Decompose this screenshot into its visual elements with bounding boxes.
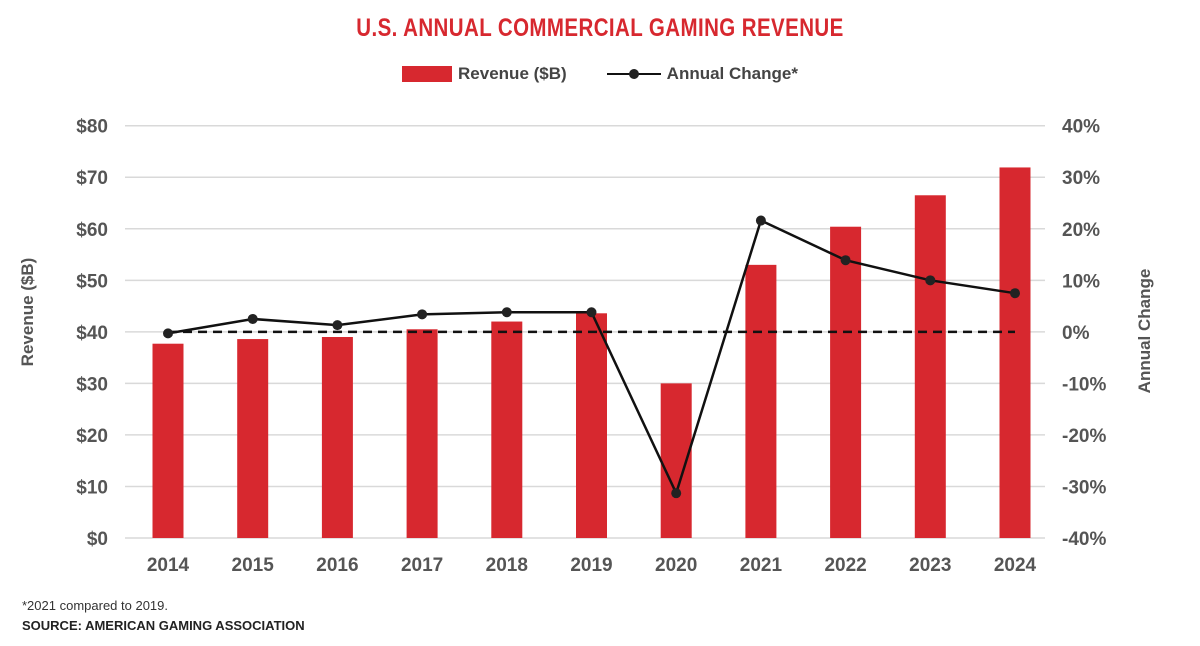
x-tick-label: 2019 bbox=[570, 555, 612, 576]
legend: Revenue ($B) Annual Change* bbox=[0, 64, 1200, 84]
y-right-tick-label: 10% bbox=[1062, 271, 1100, 292]
y-right-tick-label: 0% bbox=[1062, 323, 1090, 344]
x-tick-label: 2017 bbox=[401, 555, 443, 576]
bar-2019 bbox=[576, 313, 607, 538]
x-tick-label: 2021 bbox=[740, 555, 783, 576]
bar-2015 bbox=[237, 339, 269, 538]
x-tick-label: 2022 bbox=[824, 555, 866, 576]
footnote: *2021 compared to 2019. bbox=[22, 598, 168, 613]
y-tick-label: $50 bbox=[76, 271, 108, 292]
legend-swatch-bar bbox=[402, 66, 453, 82]
y-tick-label: $40 bbox=[76, 323, 108, 344]
y-right-tick-label: 30% bbox=[1062, 168, 1100, 189]
change-point-2015 bbox=[247, 313, 258, 324]
bar-2024 bbox=[999, 167, 1031, 538]
bar-2018 bbox=[491, 321, 523, 538]
change-point-2016 bbox=[332, 320, 343, 331]
y-right-tick-label: 20% bbox=[1062, 220, 1100, 241]
source: SOURCE: AMERICAN GAMING ASSOCIATION bbox=[22, 618, 305, 633]
y-tick-label: $20 bbox=[76, 426, 108, 447]
legend-item-revenue: Revenue ($B) bbox=[402, 64, 567, 84]
y-tick-label: $30 bbox=[76, 374, 108, 395]
change-point-2023 bbox=[925, 275, 936, 286]
y-right-axis-title: Annual Change bbox=[1135, 269, 1154, 394]
y-tick-label: $0 bbox=[87, 529, 108, 550]
x-tick-label: 2020 bbox=[655, 555, 697, 576]
x-tick-label: 2024 bbox=[994, 555, 1037, 576]
x-tick-label: 2018 bbox=[486, 555, 528, 576]
y-tick-label: $70 bbox=[76, 168, 108, 189]
y-axis-title: Revenue ($B) bbox=[18, 258, 37, 367]
y-right-tick-label: -40% bbox=[1062, 529, 1106, 550]
bar-2014 bbox=[152, 343, 184, 538]
bar-2023 bbox=[914, 195, 946, 538]
x-tick-label: 2014 bbox=[147, 555, 190, 576]
chart-title: U.S. ANNUAL COMMERCIAL GAMING REVENUE bbox=[356, 14, 844, 42]
y-tick-label: $60 bbox=[76, 220, 108, 241]
legend-item-change: Annual Change* bbox=[606, 64, 798, 84]
bar-2022 bbox=[830, 226, 862, 538]
legend-swatch-line bbox=[606, 69, 661, 79]
legend-label-change: Annual Change* bbox=[666, 64, 798, 83]
change-point-2019 bbox=[586, 307, 597, 318]
y-right-tick-label: -20% bbox=[1062, 426, 1106, 447]
x-tick-label: 2015 bbox=[232, 555, 275, 576]
change-point-2021 bbox=[755, 215, 766, 226]
bar-2021 bbox=[745, 264, 777, 538]
bar-2017 bbox=[406, 329, 438, 538]
y-right-tick-label: -10% bbox=[1062, 374, 1106, 395]
x-tick-label: 2023 bbox=[909, 555, 951, 576]
change-point-2017 bbox=[417, 309, 428, 320]
change-point-2020 bbox=[671, 488, 682, 499]
bar-2016 bbox=[321, 337, 353, 538]
legend-label-revenue: Revenue ($B) bbox=[458, 64, 567, 83]
change-point-2014 bbox=[163, 328, 173, 339]
y-tick-label: $10 bbox=[76, 477, 108, 498]
change-point-2024 bbox=[1010, 288, 1020, 299]
y-right-tick-label: -30% bbox=[1062, 477, 1106, 498]
x-tick-label: 2016 bbox=[316, 555, 358, 576]
change-point-2018 bbox=[501, 307, 512, 318]
y-tick-label: $80 bbox=[76, 117, 108, 138]
change-point-2022 bbox=[840, 255, 851, 266]
y-right-tick-label: 40% bbox=[1062, 117, 1100, 138]
